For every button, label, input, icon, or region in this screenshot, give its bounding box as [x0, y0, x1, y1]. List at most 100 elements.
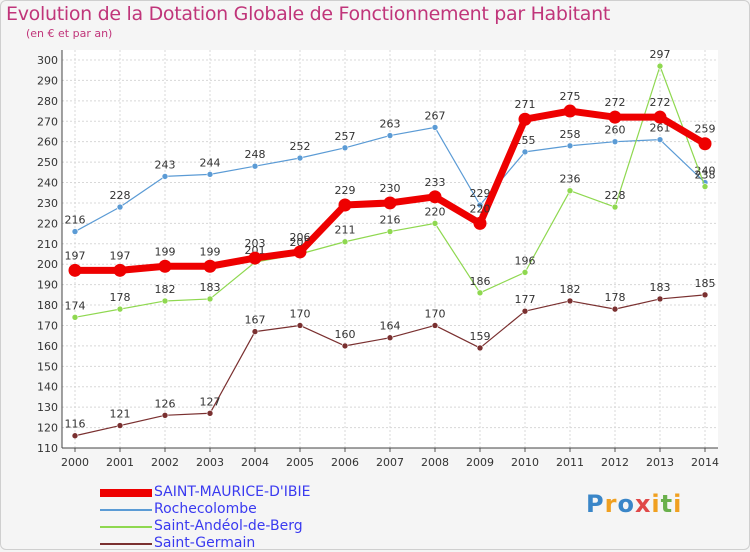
y-tick-label: 260 [37, 136, 58, 149]
data-point [431, 322, 439, 329]
y-tick-label: 230 [37, 197, 58, 210]
data-label: 263 [380, 118, 401, 131]
data-label: 197 [65, 249, 86, 262]
data-label: 272 [650, 96, 671, 109]
data-point [431, 220, 439, 227]
data-point [203, 259, 217, 273]
data-label: 186 [470, 275, 491, 288]
data-point [71, 228, 79, 235]
data-point [701, 183, 709, 190]
x-tick-label: 2005 [286, 456, 314, 469]
data-label: 182 [560, 283, 581, 296]
y-tick-label: 180 [37, 299, 58, 312]
legend-label: Rochecolombe [154, 501, 257, 517]
x-tick-label: 2013 [646, 456, 674, 469]
data-point [611, 305, 619, 313]
data-point [608, 110, 622, 124]
y-tick-label: 290 [37, 74, 58, 87]
y-tick-label: 120 [37, 422, 58, 435]
data-point [566, 142, 574, 150]
y-tick-label: 150 [37, 360, 58, 373]
data-label: 252 [290, 140, 311, 153]
x-tick-label: 2012 [601, 456, 629, 469]
data-point [341, 238, 349, 246]
data-point [653, 110, 667, 124]
data-point [566, 187, 574, 194]
data-label: 159 [470, 330, 491, 343]
data-point [656, 62, 664, 70]
legend-label: Saint-Andéol-de-Berg [154, 518, 303, 534]
data-label: 257 [335, 130, 356, 143]
x-tick-label: 2014 [691, 456, 719, 469]
data-point [71, 314, 79, 321]
data-label: 126 [155, 397, 176, 410]
x-tick-label: 2008 [421, 456, 449, 469]
y-tick-label: 140 [37, 381, 58, 394]
data-point [206, 295, 214, 303]
data-point [611, 138, 619, 145]
data-label: 240 [695, 165, 716, 178]
data-label: 233 [425, 176, 446, 189]
y-tick-label: 280 [37, 95, 58, 108]
data-label: 121 [110, 408, 131, 421]
data-point [386, 334, 394, 342]
x-tick-label: 2003 [196, 456, 224, 469]
data-label: 116 [65, 418, 86, 431]
legend-swatch [100, 543, 152, 545]
data-label: 160 [335, 328, 356, 341]
data-label: 182 [155, 283, 176, 296]
data-label: 236 [560, 173, 581, 186]
data-label: 260 [605, 124, 626, 137]
data-point [296, 322, 304, 329]
data-point [611, 203, 619, 211]
legend-label: SAINT-MAURICE-D'IBIE [154, 484, 311, 500]
data-point [296, 154, 304, 162]
x-tick-label: 2002 [151, 456, 179, 469]
data-point [656, 295, 664, 303]
y-tick-label: 210 [37, 238, 58, 251]
data-point [698, 137, 712, 151]
data-point [476, 201, 484, 209]
x-tick-label: 2004 [241, 456, 269, 469]
data-label: 127 [200, 395, 221, 408]
data-label: 174 [65, 299, 86, 312]
data-label: 297 [650, 48, 671, 61]
data-point [293, 245, 307, 259]
data-point [68, 263, 82, 277]
data-point [341, 342, 349, 350]
data-label: 211 [335, 224, 356, 237]
chart-title: Evolution de la Dotation Globale de Fonc… [6, 3, 611, 25]
data-point [161, 173, 169, 180]
data-label: 230 [380, 182, 401, 195]
data-label: 275 [560, 90, 581, 103]
x-tick-label: 2001 [106, 456, 134, 469]
data-point [476, 344, 484, 352]
y-tick-label: 240 [37, 177, 58, 190]
data-point [473, 216, 487, 230]
data-point [116, 203, 124, 211]
data-label: 196 [515, 254, 536, 267]
x-tick-label: 2006 [331, 456, 359, 469]
data-label: 199 [155, 245, 176, 258]
data-point [113, 263, 127, 277]
data-label: 259 [695, 123, 716, 136]
data-label: 164 [380, 320, 401, 333]
x-tick-label: 2007 [376, 456, 404, 469]
legend-swatch [100, 509, 152, 511]
data-label: 199 [200, 245, 221, 258]
data-point [656, 136, 664, 143]
data-label: 271 [515, 98, 536, 111]
data-point [518, 112, 532, 126]
data-point [386, 132, 394, 139]
x-tick-label: 2010 [511, 456, 539, 469]
data-label: 177 [515, 293, 536, 306]
legend-swatch [100, 526, 152, 528]
data-label: 229 [335, 184, 356, 197]
y-tick-label: 110 [37, 442, 58, 455]
data-point [476, 289, 484, 297]
y-tick-label: 270 [37, 115, 58, 128]
data-point [161, 412, 169, 419]
data-point [563, 104, 577, 118]
data-label: 185 [695, 277, 716, 290]
